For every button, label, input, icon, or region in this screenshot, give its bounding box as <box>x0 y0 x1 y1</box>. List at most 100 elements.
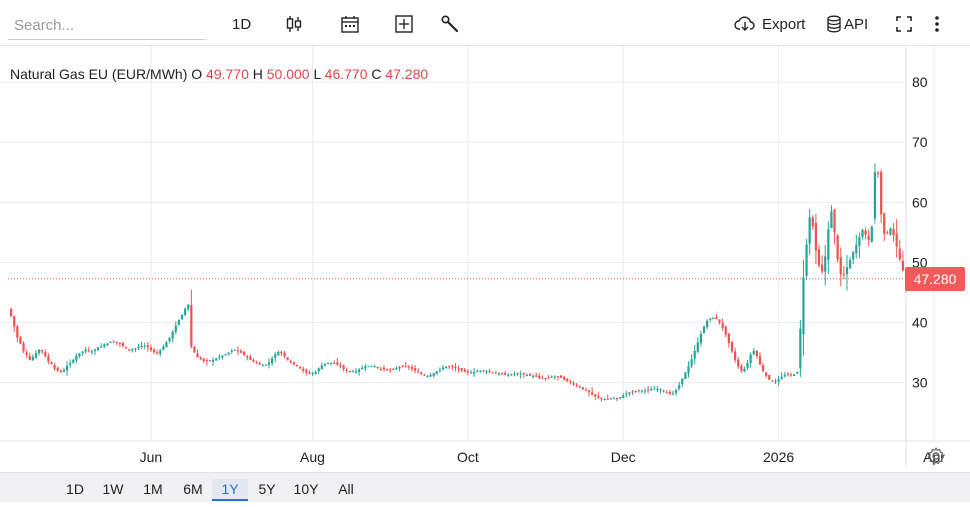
candle-body <box>867 235 870 241</box>
candle-body <box>180 314 184 320</box>
candle-body <box>469 372 473 374</box>
candle-body <box>423 374 426 376</box>
candle-body <box>768 374 771 380</box>
candle-body <box>215 358 218 361</box>
candle-body <box>895 233 898 247</box>
x-tick-label: Oct <box>457 449 479 465</box>
add-indicator-button[interactable] <box>394 10 414 38</box>
candle-body <box>802 277 805 335</box>
candle-body <box>656 388 659 390</box>
candle-body <box>653 388 656 390</box>
candle-body <box>789 374 793 376</box>
candle-body <box>643 390 647 392</box>
candle-body <box>786 373 790 375</box>
candle-body <box>668 391 671 395</box>
chart-settings-button[interactable] <box>926 446 946 466</box>
candle-body <box>9 308 13 316</box>
search-input[interactable] <box>8 12 206 40</box>
candle-body <box>392 368 395 370</box>
candle-body <box>93 349 97 352</box>
fullscreen-button[interactable] <box>895 10 913 38</box>
candle-body <box>541 377 544 379</box>
candle-body <box>75 355 78 361</box>
candle-body <box>528 373 532 376</box>
candle-body <box>289 360 292 363</box>
candle-body <box>124 347 128 349</box>
export-button[interactable]: Export <box>734 10 805 38</box>
candle-body <box>587 390 591 393</box>
database-icon <box>826 15 842 33</box>
api-button[interactable]: API <box>826 10 868 38</box>
candle-body <box>591 392 594 395</box>
candle-body <box>56 367 59 371</box>
candle-body <box>485 371 488 373</box>
y-tick-label: 30 <box>912 375 928 391</box>
y-tick-label: 80 <box>912 74 928 90</box>
candle-body <box>693 350 696 359</box>
candle-body <box>774 380 777 382</box>
candle-body <box>699 333 703 344</box>
candle-body <box>358 369 361 372</box>
candle-body <box>233 349 236 351</box>
candle-body <box>448 366 451 368</box>
y-tick-label: 50 <box>912 254 928 270</box>
tools-button[interactable] <box>440 10 460 38</box>
price-chart[interactable]: 30 40 50 60 70 80 Jun Aug Oct Dec 2026 Apr <box>0 46 970 467</box>
range-5y-button[interactable]: 5Y <box>258 481 276 497</box>
candle-body <box>494 372 497 374</box>
candle-body <box>761 365 765 372</box>
candle-body <box>569 381 572 383</box>
candle-body <box>836 235 839 260</box>
candle-body <box>311 373 314 375</box>
x-tick-label: Aug <box>300 449 325 465</box>
candle-body <box>752 350 755 355</box>
candle-body <box>637 390 640 392</box>
candle-body <box>584 389 588 391</box>
candle-body <box>746 362 749 368</box>
more-menu-button[interactable] <box>934 10 940 38</box>
candle-body <box>401 365 404 367</box>
candle-body <box>510 374 513 376</box>
candle-body <box>69 362 72 365</box>
interval-button[interactable]: 1D <box>232 15 252 33</box>
range-1w-button[interactable]: 1W <box>102 481 124 497</box>
range-10y-button[interactable]: 10Y <box>293 481 319 497</box>
candle-body <box>336 362 339 365</box>
candle-body <box>659 389 662 391</box>
range-all-button[interactable]: All <box>338 481 354 497</box>
candle-body <box>817 249 821 266</box>
candle-body <box>491 372 494 374</box>
chart-type-button[interactable] <box>284 10 304 38</box>
candle-body <box>131 349 134 351</box>
candle-body <box>463 369 466 372</box>
candle-body <box>190 305 193 347</box>
range-1m-button[interactable]: 1M <box>143 481 163 497</box>
gear-icon <box>926 447 946 470</box>
candle-body <box>479 370 482 372</box>
candle-body <box>740 365 743 371</box>
candle-body <box>196 353 199 358</box>
date-range-button[interactable] <box>340 10 360 38</box>
candle-body <box>41 349 44 352</box>
range-6m-button[interactable]: 6M <box>183 481 203 497</box>
candle-body <box>137 346 140 349</box>
close-label: C <box>371 66 382 82</box>
candle-body <box>640 390 644 392</box>
candle-body <box>202 358 205 362</box>
candle-body <box>143 345 146 347</box>
candle-body <box>264 364 268 366</box>
top-toolbar: 1D Export API <box>0 0 970 46</box>
range-1d-button[interactable]: 1D <box>66 481 84 497</box>
candle-body <box>165 342 168 348</box>
range-1y-button[interactable]: 1Y <box>212 479 248 501</box>
candle-body <box>870 226 873 243</box>
ohlc-legend: Natural Gas EU (EUR/MWh) O 49.770 H 50.0… <box>10 66 428 82</box>
candle-body <box>550 376 553 378</box>
candle-body <box>187 304 190 310</box>
candle-body <box>298 366 302 369</box>
candle-body <box>559 375 563 378</box>
export-label: Export <box>762 15 806 33</box>
candle-body <box>354 371 358 373</box>
candle-body <box>771 380 774 382</box>
